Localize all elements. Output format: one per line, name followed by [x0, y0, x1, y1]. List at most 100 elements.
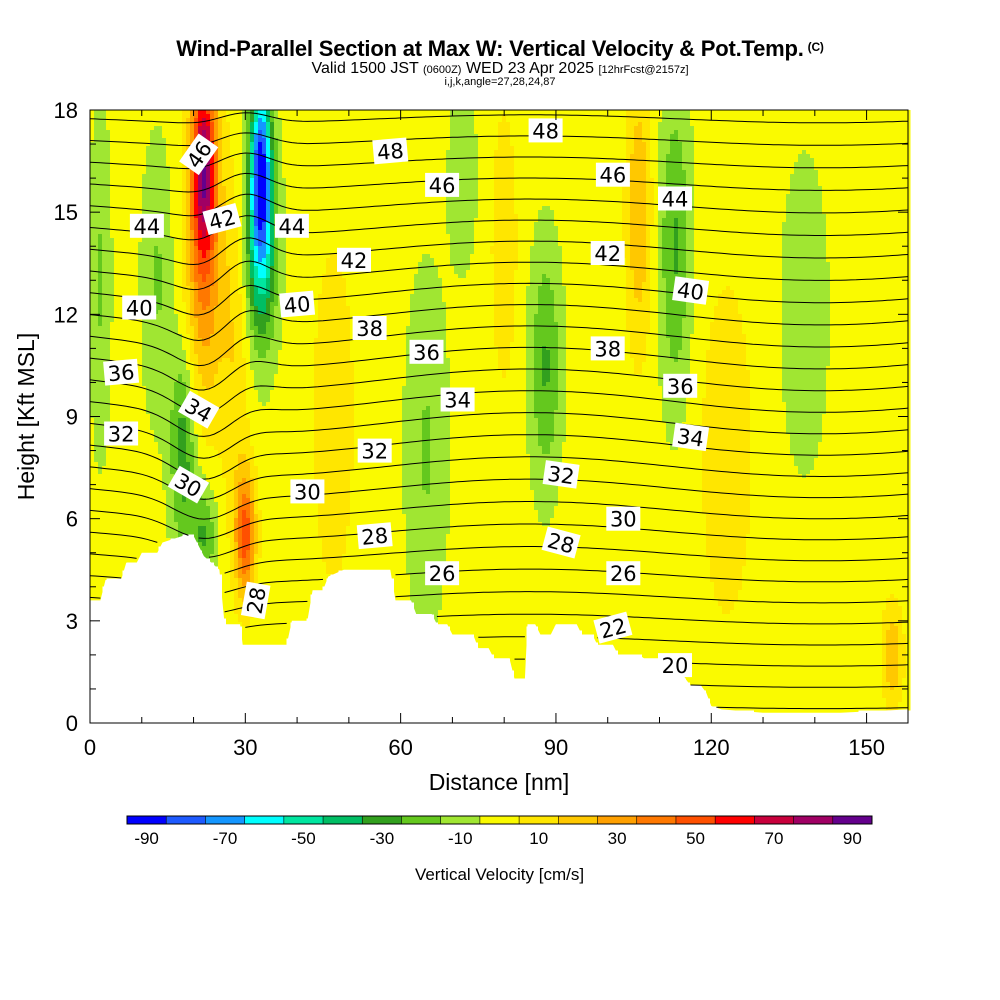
contour-label-box [440, 387, 475, 412]
theta-contour [89, 237, 909, 266]
colorbar-swatch [519, 816, 559, 824]
contour-label-box [595, 162, 630, 187]
colorbar-swatch [401, 816, 442, 824]
contour-label-text: 42 [341, 249, 368, 273]
contour-label-box [672, 276, 710, 305]
valid-date: WED 23 Apr 2025 [465, 60, 595, 77]
y-tick-label: 0 [66, 711, 78, 736]
contour-label-box [593, 611, 633, 644]
theta-contour [89, 456, 909, 500]
contour-label: 20 [658, 653, 692, 678]
contour-label-text: 48 [376, 139, 405, 165]
vertical-velocity-fill [90, 110, 911, 715]
contour-label-box [590, 241, 625, 265]
colorbar-tick-label: 10 [529, 829, 548, 848]
theta-contour [89, 304, 909, 342]
terrain [90, 535, 908, 723]
contour-label-text: 32 [546, 462, 576, 489]
contour-label-text: 26 [610, 562, 637, 586]
contour-label-box [103, 358, 140, 386]
contour-label-box [658, 186, 692, 211]
colorbar-tick-label: 50 [686, 829, 705, 848]
grid-indices: i,j,k,angle=27,28,24,87 [444, 76, 556, 88]
colorbar-swatch [244, 816, 285, 824]
contour-label: 28 [240, 581, 271, 620]
contour-label: 44 [658, 186, 692, 212]
contour-label-box [425, 561, 460, 586]
chart-subtitle: Valid 1500 JST (0600Z) WED 23 Apr 2025 [… [0, 60, 1000, 78]
contour-label: 36 [103, 358, 140, 386]
contour-label: 28 [356, 522, 393, 550]
theta-contour [89, 193, 909, 217]
contour-label: 30 [606, 506, 641, 532]
contour-label: 40 [279, 290, 316, 318]
contour-label-text: 26 [429, 562, 456, 586]
contour-label-text: 30 [294, 480, 321, 504]
theta-contour [478, 636, 909, 646]
valid-utc: (0600Z) [422, 64, 462, 76]
contour-label: 32 [104, 421, 139, 447]
contour-label: 36 [663, 373, 698, 399]
contour-label-text: 38 [356, 317, 383, 341]
contour-label: 44 [274, 213, 309, 239]
theta-contour [716, 706, 909, 710]
contour-label-box [177, 390, 220, 429]
colorbar-swatch [166, 816, 206, 824]
contour-label-box [352, 316, 387, 340]
contour-label-text: 20 [662, 654, 689, 678]
contour-label-box [606, 506, 641, 531]
colorbar-tick-label: -70 [213, 829, 238, 848]
contour-label-box [542, 460, 580, 489]
y-tick-label: 6 [66, 507, 78, 532]
contour-label-text: 32 [108, 423, 135, 447]
contour-label-text: 36 [107, 360, 136, 386]
contour-label: 26 [606, 561, 641, 586]
contour-label-box [274, 213, 309, 238]
contour-label: 36 [409, 339, 444, 365]
contour-label-text: 36 [667, 375, 694, 399]
x-tick-label: 120 [693, 735, 730, 760]
colorbar-tick-label: 90 [843, 829, 862, 848]
contour-label-text: 34 [444, 389, 471, 413]
x-tick-label: 150 [848, 735, 885, 760]
contour-label: 32 [357, 438, 392, 464]
contour-label: 44 [129, 213, 164, 239]
colorbar-swatch [793, 816, 834, 824]
contour-label-text: 42 [594, 242, 621, 266]
contour-label-text: 28 [360, 524, 389, 550]
contour-label-text: 44 [134, 215, 161, 239]
colorbar-swatch [479, 816, 520, 824]
theta-contour [89, 132, 909, 147]
contour-label-text: 28 [243, 585, 271, 615]
contour-label-box [357, 438, 392, 463]
colorbar-tick-label: 30 [608, 829, 627, 848]
contour-label: 46 [595, 162, 630, 188]
contour-label-box [356, 522, 393, 550]
contour-label-text: 32 [361, 440, 388, 464]
contour-label-box [409, 339, 444, 364]
contour-label-box [425, 172, 460, 197]
y-axis-label: Height [Kft MSL] [13, 333, 39, 500]
colorbar-tick-label: -90 [134, 829, 159, 848]
y-tick-label: 18 [54, 98, 78, 123]
contour-label-box [240, 581, 271, 620]
contour-label: 42 [337, 247, 371, 273]
colorbar-swatch [754, 816, 795, 824]
x-axis-label: Distance [nm] [429, 769, 570, 795]
theta-contour [89, 260, 909, 291]
contour-label-box [290, 479, 325, 504]
contour-label: 40 [122, 295, 157, 321]
theta-contour [245, 613, 909, 628]
colorbar-swatch [323, 816, 363, 824]
colorbar-frame [126, 815, 873, 825]
y-tick-label: 15 [54, 200, 78, 225]
contour-label-text: 40 [126, 297, 153, 321]
contour-label-text: 48 [532, 119, 559, 143]
contour-label-text: 34 [676, 424, 706, 451]
theta-contour [89, 346, 909, 391]
theta-contour [89, 152, 909, 170]
contour-label-box [122, 295, 157, 320]
contour-label-box [528, 118, 563, 143]
